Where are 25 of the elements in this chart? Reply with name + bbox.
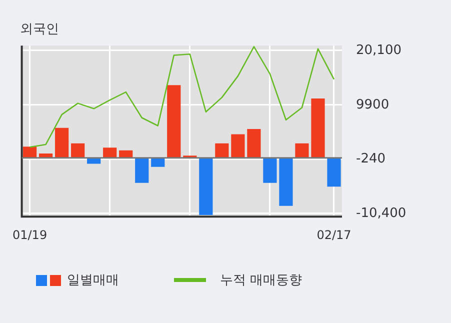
bar — [55, 128, 69, 158]
x-tick-label: 02/17 — [316, 228, 352, 242]
bar — [135, 158, 149, 183]
y-tick-label: -240 — [356, 151, 386, 166]
y-tick-label: 20,100 — [356, 42, 402, 58]
legend-label: 누적 매매동향 — [220, 272, 302, 289]
bar — [22, 146, 37, 158]
chart-title: 외국인 — [20, 22, 59, 38]
legend-label: 일별매매 — [67, 272, 119, 289]
bar — [151, 158, 165, 167]
bar — [263, 158, 277, 183]
bar — [103, 148, 117, 158]
bar — [327, 158, 341, 187]
x-tick-label: 01/19 — [12, 228, 48, 242]
bar — [311, 98, 325, 158]
bar — [279, 158, 293, 206]
bar — [199, 158, 213, 215]
y-tick-label: 9900 — [356, 97, 390, 112]
bar — [215, 143, 229, 158]
bar — [295, 143, 309, 158]
bar — [231, 134, 245, 158]
bar — [71, 143, 85, 158]
bar — [247, 128, 261, 158]
y-tick-label: -10,400 — [356, 206, 406, 221]
bar — [167, 85, 181, 158]
